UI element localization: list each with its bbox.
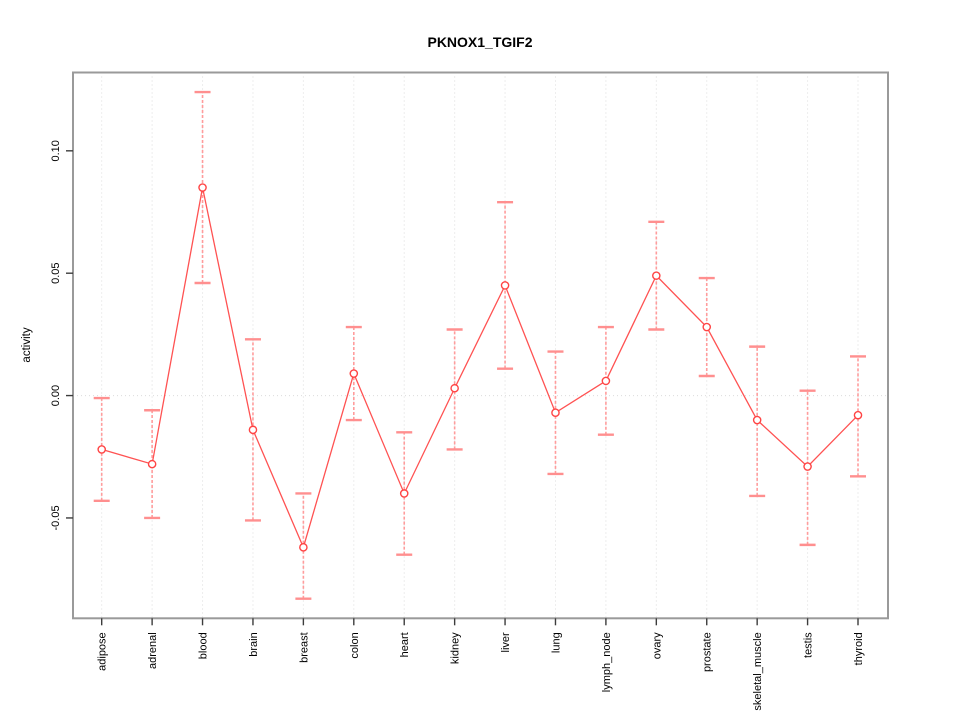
y-axis-label: activity bbox=[21, 327, 33, 362]
x-tick-label: thyroid bbox=[853, 632, 865, 665]
x-tick-label: kidney bbox=[450, 632, 462, 664]
data-point bbox=[198, 183, 207, 192]
y-tick-label: 0.05 bbox=[50, 262, 62, 283]
data-point bbox=[601, 376, 611, 386]
x-tick-label: lung bbox=[550, 632, 562, 653]
data-point bbox=[349, 369, 359, 378]
x-tick-label: heart bbox=[399, 632, 411, 657]
x-tick-label: brain bbox=[248, 632, 260, 656]
y-tick-label: 0.00 bbox=[50, 385, 62, 406]
series-line bbox=[101, 187, 859, 550]
x-tick-label: skeletal_muscle bbox=[752, 632, 764, 710]
data-point bbox=[702, 322, 712, 332]
x-tick-label: ovary bbox=[651, 632, 663, 659]
data-point bbox=[652, 271, 661, 280]
x-tick-label: prostate bbox=[702, 632, 714, 672]
chart-title: PKNOX1_TGIF2 bbox=[427, 34, 532, 50]
data-point bbox=[551, 408, 560, 418]
x-tick-label: lymph_node bbox=[601, 632, 613, 692]
data-point bbox=[500, 281, 510, 290]
data-point bbox=[853, 410, 863, 420]
x-tick-label: colon bbox=[349, 632, 361, 658]
x-tick-label: blood bbox=[198, 632, 210, 659]
plot-layers: -0.05 0.00 0.05 0.10 adipose adrenal blood brai… bbox=[50, 71, 889, 711]
x-tick-label: liver bbox=[500, 632, 512, 653]
x-tick-label: breast bbox=[298, 632, 310, 663]
y-tick-label: 0.10 bbox=[50, 140, 62, 161]
data-point bbox=[752, 415, 762, 425]
x-tick-label: testis bbox=[803, 632, 815, 658]
data-point bbox=[299, 543, 308, 552]
data-point bbox=[147, 459, 157, 469]
data-point bbox=[399, 489, 409, 498]
data-point bbox=[97, 445, 106, 454]
plot-frame bbox=[72, 71, 889, 620]
y-tick-label: -0.05 bbox=[50, 505, 62, 530]
x-tick-label: adrenal bbox=[147, 632, 159, 669]
data-point bbox=[450, 383, 459, 393]
data-point bbox=[248, 425, 258, 435]
x-tick-label: adipose bbox=[97, 632, 109, 671]
data-point bbox=[803, 462, 812, 471]
